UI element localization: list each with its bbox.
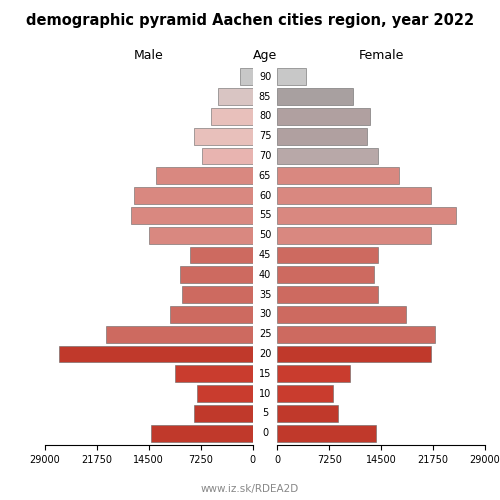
Bar: [278, 148, 378, 164]
Text: 40: 40: [259, 270, 271, 280]
Bar: [196, 385, 252, 402]
Title: Age: Age: [253, 50, 277, 62]
Text: 25: 25: [259, 329, 271, 339]
Bar: [278, 306, 406, 323]
Bar: [278, 346, 432, 362]
Text: 90: 90: [259, 72, 271, 82]
Title: Male: Male: [134, 50, 164, 62]
Bar: [278, 88, 352, 105]
Bar: [134, 187, 252, 204]
Bar: [278, 246, 378, 264]
Bar: [278, 366, 350, 382]
Bar: [278, 405, 338, 421]
Bar: [194, 405, 252, 421]
Bar: [278, 108, 370, 125]
Bar: [190, 246, 252, 264]
Text: 30: 30: [259, 310, 271, 320]
Text: 75: 75: [259, 132, 271, 141]
Bar: [180, 266, 252, 283]
Bar: [278, 128, 367, 144]
Bar: [131, 207, 252, 224]
Bar: [218, 88, 252, 105]
Text: demographic pyramid Aachen cities region, year 2022: demographic pyramid Aachen cities region…: [26, 12, 474, 28]
Bar: [149, 227, 252, 244]
Text: 80: 80: [259, 112, 271, 122]
Text: 65: 65: [259, 171, 271, 181]
Text: 35: 35: [259, 290, 271, 300]
Text: 45: 45: [259, 250, 271, 260]
Text: www.iz.sk/RDEA2D: www.iz.sk/RDEA2D: [201, 484, 299, 494]
Text: 50: 50: [259, 230, 271, 240]
Text: 60: 60: [259, 190, 271, 200]
Bar: [278, 68, 306, 86]
Bar: [211, 108, 252, 125]
Text: 55: 55: [259, 210, 271, 220]
Bar: [202, 148, 252, 164]
Bar: [278, 424, 376, 442]
Text: 70: 70: [259, 151, 271, 161]
Text: 5: 5: [262, 408, 268, 418]
Bar: [156, 168, 252, 184]
Text: 85: 85: [259, 92, 271, 102]
Bar: [170, 306, 252, 323]
Bar: [182, 286, 252, 303]
Text: 10: 10: [259, 388, 271, 398]
Bar: [278, 385, 334, 402]
Bar: [278, 326, 435, 342]
Bar: [151, 424, 252, 442]
Bar: [278, 227, 432, 244]
Bar: [106, 326, 253, 342]
Bar: [240, 68, 252, 86]
Bar: [278, 207, 456, 224]
Bar: [278, 187, 432, 204]
Bar: [278, 168, 399, 184]
Bar: [194, 128, 252, 144]
Bar: [176, 366, 252, 382]
Bar: [60, 346, 252, 362]
Text: 15: 15: [259, 369, 271, 379]
Text: 0: 0: [262, 428, 268, 438]
Text: 20: 20: [259, 349, 271, 359]
Bar: [278, 266, 374, 283]
Title: Female: Female: [358, 50, 404, 62]
Bar: [278, 286, 378, 303]
